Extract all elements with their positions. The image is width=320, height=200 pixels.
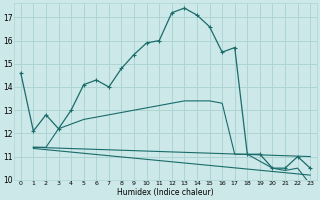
X-axis label: Humidex (Indice chaleur): Humidex (Indice chaleur) [117,188,214,197]
